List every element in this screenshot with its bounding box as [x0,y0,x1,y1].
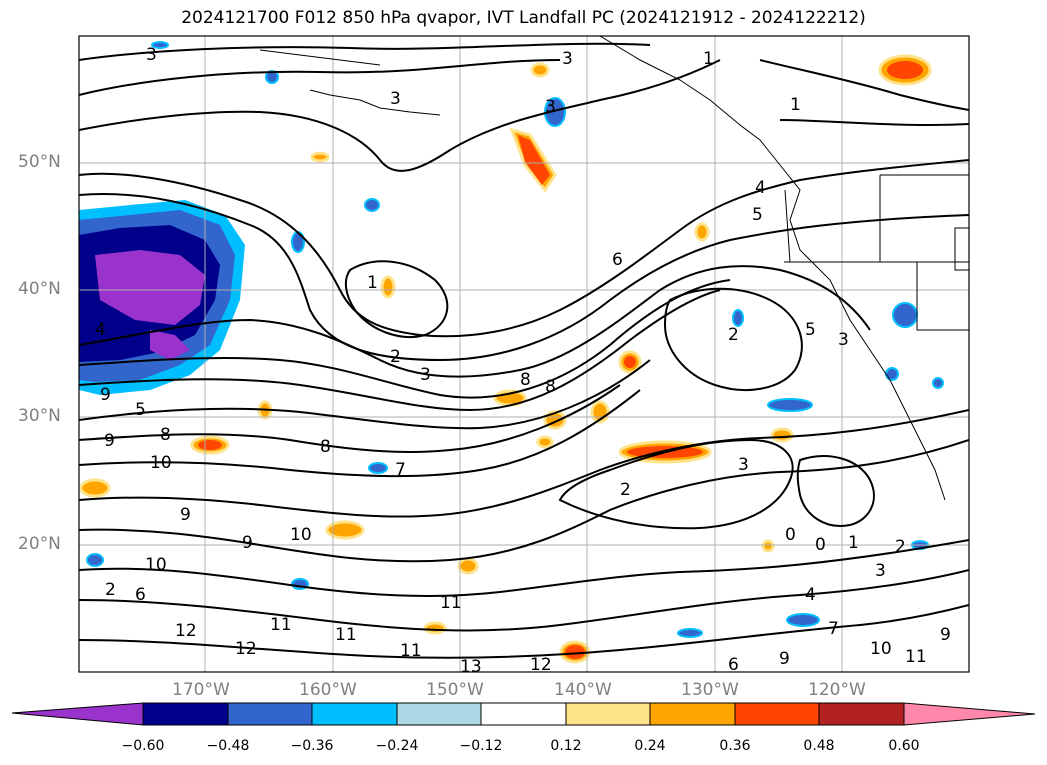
contour-label: 1 [848,533,859,553]
lon-label: 130°W [681,680,739,700]
map-frame [78,35,970,673]
contour-label: 4 [95,320,106,340]
lon-label: 120°W [808,680,866,700]
contour-label: 1 [790,95,801,115]
colorbar-extend-low [11,702,144,726]
contour-label: 8 [545,377,556,397]
contour-label: 10 [870,639,892,659]
colorbar-segment [142,702,229,726]
contour-label: 3 [545,97,556,117]
contour-label: 4 [755,178,766,198]
lat-label: 20°N [18,534,61,554]
contour-label: 8 [160,425,171,445]
contour-label: 10 [145,555,167,575]
contour-label: 3 [390,89,401,109]
blue-patches [86,41,944,638]
contour-label: 3 [562,49,573,69]
contour-label: 8 [320,437,331,457]
colorbar-tick-label: −0.24 [375,738,419,754]
contour-label: 12 [235,639,257,659]
contour-label: 5 [752,205,763,225]
contour-label: 11 [905,647,927,667]
colorbar-segment [649,702,736,726]
map-plot-area: 3 3 3 3 1 1 4 5 6 1 2 3 8 8 2 5 3 3 2 0 … [79,36,969,677]
contour-label: 10 [290,525,312,545]
contour-label: 3 [838,330,849,350]
contour-label: 5 [805,320,816,340]
contour-label: 12 [175,621,197,641]
graticule [79,36,969,672]
positive-anomaly-patches [79,54,932,664]
contour-label: 6 [612,250,623,270]
colorbar-segment [734,702,820,726]
contour-label: 3 [738,455,749,475]
contour-label: 9 [242,533,253,553]
ivt-contours [79,42,969,659]
contour-label: 9 [940,625,951,645]
contour-label: 8 [520,370,531,390]
colorbar-extend-high [903,702,1036,726]
colorbar-segment [480,702,567,726]
contour-label: 3 [420,365,431,385]
contour-label: 12 [530,655,552,675]
contour-label: 9 [104,431,115,451]
colorbar-segment [565,702,651,726]
contour-label: 2 [620,480,631,500]
colorbar-tick-label: −0.12 [459,738,503,754]
contour-label: 5 [135,400,146,420]
colorbar-segment [818,702,905,726]
contour-label: 2 [390,347,401,367]
contour-label: 11 [400,641,422,661]
contour-label: 4 [805,585,816,605]
contour-label: 0 [785,525,796,545]
colorbar [11,702,1036,726]
contour-label: 9 [100,385,111,405]
contour-label: 2 [728,325,739,345]
colorbar-tick-label: 0.24 [634,738,666,754]
colorbar-tick-label: 0.48 [803,738,835,754]
contour-label: 3 [875,561,886,581]
colorbar-segment [227,702,313,726]
lon-label: 160°W [299,680,357,700]
colorbar-segment [396,702,482,726]
lon-label: 140°W [554,680,612,700]
contour-label: 11 [335,625,357,645]
colorbar-tick-label: −0.36 [290,738,334,754]
coastlines [259,36,969,501]
contour-label: 0 [815,535,826,555]
contour-label: 3 [146,45,157,65]
lat-label: 40°N [18,279,61,299]
negative-anomaly-region [79,200,245,395]
lat-label: 30°N [18,406,61,426]
colorbar-tick-label: −0.48 [206,738,250,754]
contour-label: 9 [180,505,191,525]
colorbar-tick-label: 0.60 [888,738,920,754]
contour-label: 1 [367,273,378,293]
figure-title: 2024121700 F012 850 hPa qvapor, IVT Land… [181,8,866,28]
contour-label: 7 [828,619,839,639]
contour-label: 2 [105,580,116,600]
lon-label: 170°W [172,680,230,700]
lat-label: 50°N [18,152,61,172]
contour-label: 9 [779,649,790,669]
contour-label: 10 [150,453,172,473]
contour-label: 11 [270,615,292,635]
contour-label: 6 [728,655,739,675]
contour-label: 13 [460,657,482,677]
contour-label: 1 [703,49,714,69]
contour-label: 6 [135,585,146,605]
contour-labels: 3 3 3 3 1 1 4 5 6 1 2 3 8 8 2 5 3 3 2 0 … [95,45,951,677]
contour-label: 2 [895,537,906,557]
colorbar-tick-label: −0.60 [121,738,165,754]
colorbar-segment [311,702,398,726]
colorbar-tick-label: 0.36 [719,738,751,754]
colorbar-tick-label: 0.12 [550,738,582,754]
lon-label: 150°W [426,680,484,700]
contour-label: 7 [395,460,406,480]
contour-label: 11 [440,593,462,613]
